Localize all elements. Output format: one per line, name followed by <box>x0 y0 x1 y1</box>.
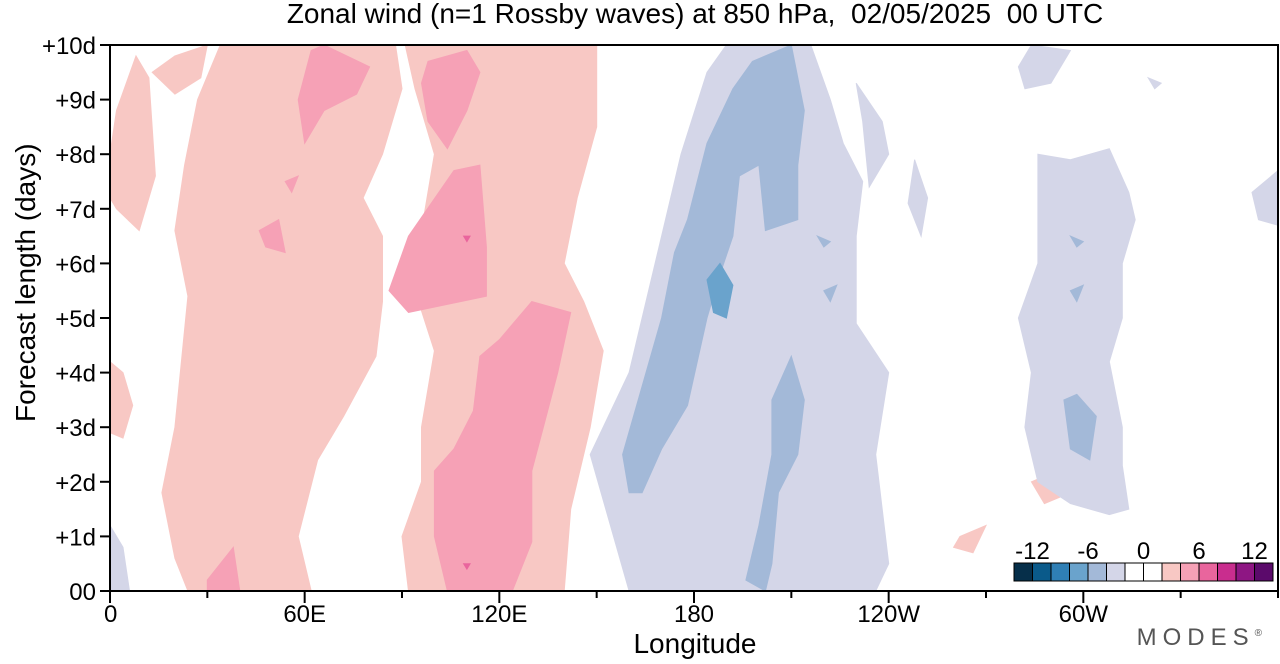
contour-pos1-7 <box>952 524 988 554</box>
x-tick-label: 0 <box>104 601 117 628</box>
colorbar-label: 12 <box>1241 538 1268 565</box>
contour-neg1-6 <box>1050 164 1091 221</box>
contour-neg3-0 <box>706 262 734 319</box>
x-tick-label: 60W <box>1059 601 1109 628</box>
contour-neg1-0 <box>109 523 131 592</box>
colorbar-swatch <box>1161 562 1181 582</box>
colorbar-swatch <box>1013 562 1033 582</box>
contour-neg1-8 <box>1146 76 1163 90</box>
contour-pos2-2 <box>420 49 481 150</box>
colorbar-swatch <box>1124 562 1144 582</box>
contour-neg2-3 <box>1069 235 1085 248</box>
x-axis-label: Longitude <box>633 628 757 659</box>
y-tick-label: +4d <box>55 361 96 388</box>
contour-fills <box>109 44 1279 592</box>
contour-neg1-7 <box>1251 169 1279 226</box>
contour-neg2-0 <box>622 44 805 494</box>
colorbar-swatch <box>1198 562 1218 582</box>
contour-neg2-5 <box>816 235 832 248</box>
chart-title: Zonal wind (n=1 Rossby waves) at 850 hPa… <box>286 0 1104 29</box>
contour-pos2-6 <box>433 301 572 592</box>
contour-pos2-3 <box>388 164 487 314</box>
contour-pos3-0 <box>462 235 471 243</box>
colorbar-swatch <box>1254 562 1274 582</box>
colorbar-swatch <box>1032 562 1052 582</box>
contour-pos1-2 <box>161 44 403 592</box>
colorbar: -12 -6 0 6 12 <box>1010 533 1277 585</box>
y-tick-label: +5d <box>55 306 96 333</box>
modes-logo: MODES® <box>1137 624 1262 652</box>
colorbar-swatch <box>1069 562 1089 582</box>
y-tick-label: +10d <box>42 33 96 60</box>
colorbar-swatch <box>1217 562 1237 582</box>
colorbar-label: -6 <box>1077 538 1098 565</box>
y-tick-label: +1d <box>55 524 96 551</box>
x-tick-label: 120E <box>471 601 527 628</box>
y-tick-label: +7d <box>55 197 96 224</box>
x-tick-label: 120W <box>857 601 920 628</box>
contour-pos1-0 <box>109 54 156 232</box>
axes: 0 60E 120E 180 120W 60W 00 +1d +2d +3d +4d +5d +6d +7… <box>42 33 1279 628</box>
registered-mark: ® <box>1254 628 1262 639</box>
contour-neg2-6 <box>823 284 838 303</box>
contour-neg1-3 <box>907 159 929 238</box>
y-tick-label: +6d <box>55 251 96 278</box>
colorbar-swatch <box>1180 562 1200 582</box>
contour-neg2-2 <box>1063 393 1097 461</box>
contour-pos1-1 <box>109 360 134 439</box>
colorbar-swatch <box>1235 562 1255 582</box>
contour-neg2-4 <box>1069 284 1085 303</box>
contour-pos2-1 <box>297 44 371 145</box>
contour-neg1-4 <box>1017 44 1072 90</box>
colorbar-label: 6 <box>1192 538 1205 565</box>
contour-pos3-1 <box>462 563 471 571</box>
contour-neg1-5 <box>1017 148 1136 516</box>
colorbar-swatch <box>1143 562 1163 582</box>
contour-neg1-1 <box>589 44 890 592</box>
y-tick-label: 00 <box>69 579 96 606</box>
colorbar-swatch <box>1106 562 1126 582</box>
y-tick-label: +9d <box>55 88 96 115</box>
contour-neg2-1 <box>745 354 805 592</box>
colorbar-swatch <box>1087 562 1107 582</box>
colorbar-label: 0 <box>1137 538 1150 565</box>
x-tick-label: 60E <box>283 601 326 628</box>
y-axis-label: Forecast length (days) <box>10 143 41 422</box>
contour-pos2-5 <box>284 175 300 194</box>
contour-neg1-2 <box>855 82 890 189</box>
colorbar-label: -12 <box>1015 538 1050 565</box>
logo-text: MODES <box>1136 624 1255 651</box>
colorbar-swatch <box>1050 562 1070 582</box>
y-tick-label: +2d <box>55 470 96 497</box>
contour-pos1-4 <box>151 44 208 95</box>
y-tick-label: +8d <box>55 142 96 169</box>
x-tick-label: 180 <box>674 601 714 628</box>
contour-pos2-4 <box>258 218 286 254</box>
y-tick-label: +3d <box>55 415 96 442</box>
